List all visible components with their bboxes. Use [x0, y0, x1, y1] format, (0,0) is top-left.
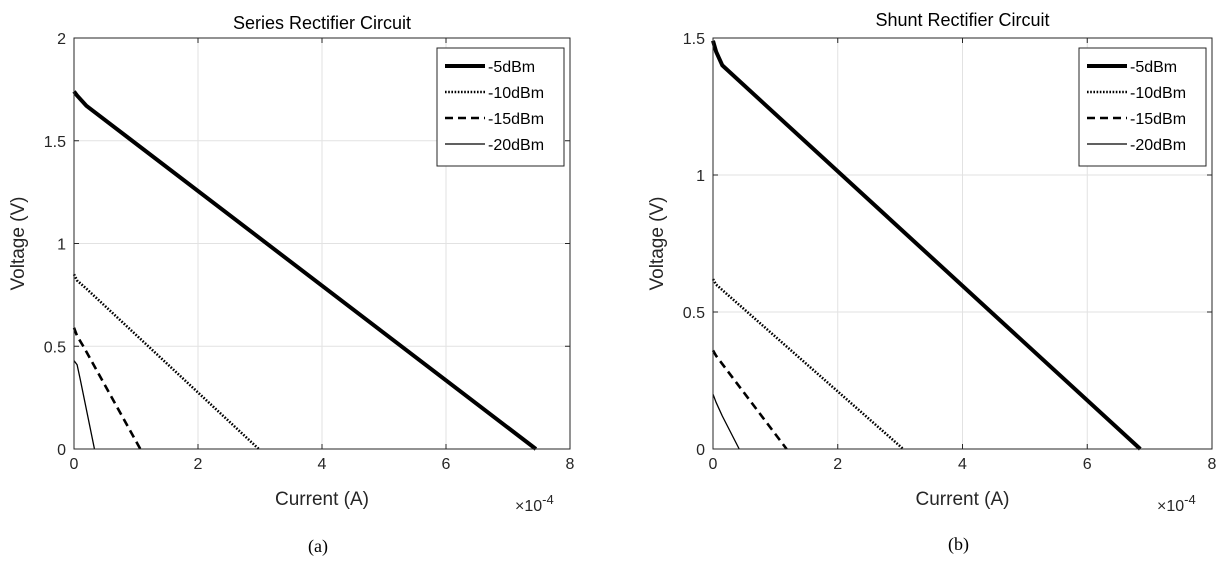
- chart-0-ylabel: Voltage (V): [8, 197, 29, 291]
- chart-1-series-line-3: [712, 393, 740, 450]
- chart-0-series-line-0: [72, 90, 538, 451]
- chart-0-xtick-label-2: 4: [318, 456, 327, 473]
- chart-0-title: Series Rectifier Circuit: [233, 13, 411, 33]
- chart-1-legend-label-1: -10dBm: [1130, 85, 1186, 102]
- chart-0-ytick-label-3: 1.5: [44, 134, 66, 151]
- chart-1-ytick-label-0: 0: [696, 442, 705, 459]
- chart-1-series-line-0: [711, 40, 1142, 451]
- chart-0-legend-label-0: -5dBm: [488, 59, 535, 76]
- chart-0-x-scale-factor: ×10-4: [515, 492, 554, 515]
- chart-1-xtick-label-4: 8: [1208, 456, 1217, 473]
- chart-1-xlabel: Current (A): [916, 489, 1010, 510]
- chart-1-legend-label-2: -15dBm: [1130, 111, 1186, 128]
- panel-caption-b: (b): [948, 534, 969, 554]
- chart-1-ylabel: Voltage (V): [647, 197, 668, 291]
- chart-1-series-line-1: [711, 278, 905, 450]
- chart-0-xlabel: Current (A): [275, 489, 369, 510]
- chart-0-series-line-2: [72, 327, 142, 450]
- chart-0-ytick-label-1: 0.5: [44, 339, 66, 356]
- chart-1-title: Shunt Rectifier Circuit: [875, 10, 1049, 30]
- chart-1-xtick-label-3: 6: [1083, 456, 1092, 473]
- chart-0-xtick-label-3: 6: [442, 456, 451, 473]
- chart-1-ytick-label-2: 1: [696, 168, 705, 185]
- chart-0-legend-box: [436, 47, 565, 167]
- chart-1-legend: -5dBm -10dBm -15dBm -20dBm: [1078, 47, 1207, 167]
- chart-1-ytick-label-1: 0.5: [683, 305, 705, 322]
- chart-0-ytick-label-4: 2: [57, 31, 66, 48]
- chart-1-xtick-label-0: 0: [709, 456, 718, 473]
- chart-1-xtick-label-1: 2: [833, 456, 842, 473]
- chart-0-legend-label-1: -10dBm: [488, 85, 544, 102]
- chart-1-legend-label-3: -20dBm: [1130, 137, 1186, 154]
- chart-0-legend-label-2: -15dBm: [488, 111, 544, 128]
- chart-0-ytick-label-2: 1: [57, 237, 66, 254]
- chart-1: 0 2 4 6 8 0 0.5 1 1.5 Shunt Rectifier Circuit Curr…: [647, 10, 1217, 515]
- chart-0-xtick-label-4: 8: [566, 456, 575, 473]
- chart-1-legend-label-0: -5dBm: [1130, 59, 1177, 76]
- chart-1-xtick-label-2: 4: [958, 456, 967, 473]
- panel-caption-a: (a): [308, 536, 328, 556]
- chart-0-xtick-label-1: 2: [194, 456, 203, 473]
- chart-0-xtick-label-0: 0: [70, 456, 79, 473]
- chart-1-series-line-2: [711, 349, 788, 450]
- chart-1-x-scale-factor: ×10-4: [1157, 492, 1196, 515]
- chart-0-legend-label-3: -20dBm: [488, 137, 544, 154]
- chart-0-series-line-3: [73, 360, 96, 450]
- chart-0-series-line-1: [72, 273, 260, 450]
- chart-0: 0 2 4 6 8 0 0.5 1 1.5 2 Series Rectifier Circuit Cu…: [8, 13, 575, 515]
- chart-0-legend: -5dBm -10dBm -15dBm -20dBm: [436, 47, 565, 167]
- chart-1-ytick-label-3: 1.5: [683, 31, 705, 48]
- chart-0-ytick-label-0: 0: [57, 442, 66, 459]
